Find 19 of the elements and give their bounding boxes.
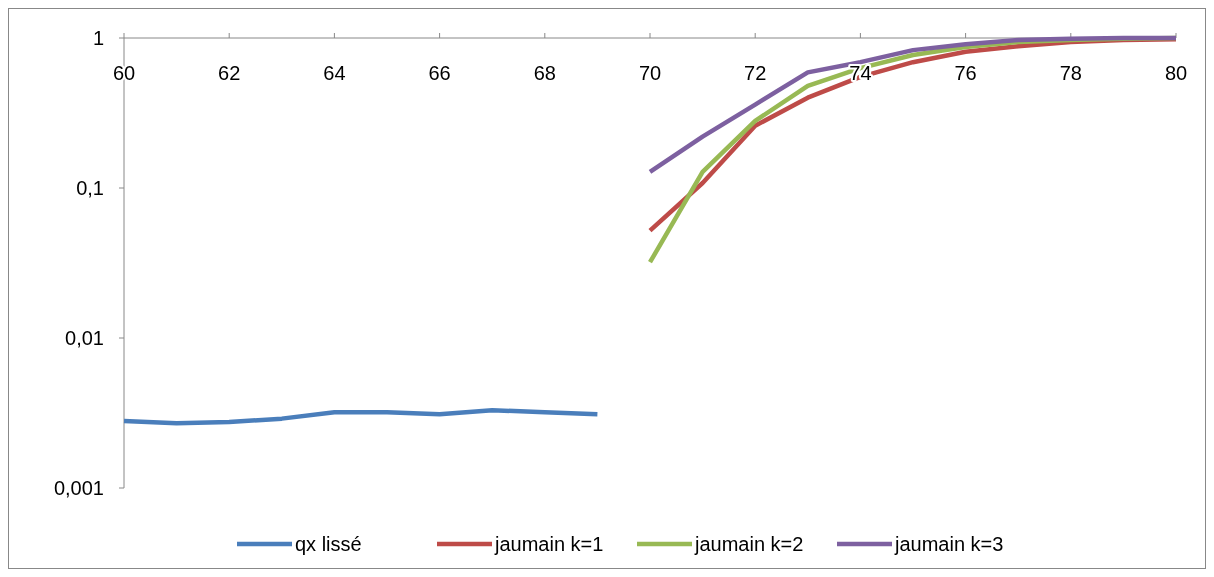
x-tick-label: 66 (428, 62, 451, 84)
x-tick-label: 72 (744, 62, 767, 84)
x-tick-label: 70 (638, 62, 662, 84)
y-tick-label: 1 (92, 27, 104, 49)
legend-label: jaumain k=3 (894, 533, 1004, 555)
x-tick-label: 64 (323, 62, 346, 84)
x-tick-label: 78 (1059, 62, 1082, 84)
x-tick-label: 62 (218, 62, 241, 84)
line-series (121, 407, 600, 426)
legend-label: jaumain k=2 (694, 533, 804, 555)
y-tick-label: 0,001 (53, 477, 104, 499)
y-tick-label: 0,01 (65, 327, 104, 349)
x-tick-label: 76 (954, 62, 977, 84)
legend-label: jaumain k=1 (494, 533, 604, 555)
y-tick-label: 0,1 (76, 177, 104, 199)
x-tick-label: 68 (533, 62, 556, 84)
x-tick-label: 60 (112, 62, 136, 84)
x-tick-label: 80 (1164, 62, 1188, 84)
legend-label: qx lissé (295, 533, 362, 555)
